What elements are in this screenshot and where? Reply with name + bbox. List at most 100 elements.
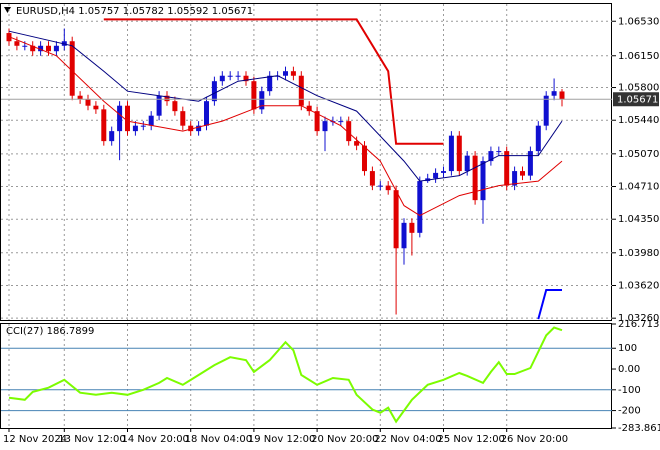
candle-body [109,131,115,142]
candle-body [211,81,217,102]
x-tick-label: 14 Nov 20:00 [122,434,189,445]
last-price-box [613,92,659,107]
candle-body [156,95,162,116]
candle-body [543,95,549,126]
candle-body [22,45,28,47]
cci-frame [0,323,612,429]
candle-body [417,181,423,233]
candle-body [101,109,107,142]
candle-body [148,115,154,126]
price-frame [0,3,612,321]
candle-body [125,105,130,132]
candle-body [346,121,352,142]
candle-body [377,185,383,187]
y-tick-label: 1.03980 [618,248,659,259]
y-tick-label: -200 [618,406,641,417]
candle-body [362,145,367,172]
candle-body [512,171,518,186]
candle-body [85,99,91,106]
y-tick-label: 100 [618,343,637,354]
x-tick-label: 18 Nov 04:00 [185,434,252,445]
candle-body [164,95,170,102]
candle-body [259,91,265,110]
candle-body [14,41,20,46]
candle-body [204,101,209,126]
x-tick-label: 25 Nov 12:00 [438,434,505,445]
candle-body [369,171,375,186]
candle-body [93,105,99,110]
candle-body [322,121,328,132]
y-tick-label: 0.00 [618,364,640,375]
y-tick-label: 1.05440 [618,115,659,126]
candle-body [480,161,486,201]
candle-body [298,75,304,106]
candle-body [251,81,257,110]
candle-body [448,135,454,172]
x-tick-label: 19 Nov 12:00 [248,434,315,445]
candle-body [385,185,391,191]
y-tick-label: 1.06150 [618,51,659,62]
candle-body [456,135,462,172]
y-tick-label: -283.8618 [618,423,660,434]
x-tick-label: 26 Nov 20:00 [501,434,568,445]
candle-body [235,75,241,77]
x-tick-label: 13 Nov 12:00 [58,434,125,445]
candle-body [140,125,146,127]
candle-body [488,151,494,162]
candle-body [496,151,502,153]
candle-body [393,190,399,249]
candle-body [290,71,296,76]
x-tick-label: 20 Nov 20:00 [311,434,378,445]
candle-body [30,45,36,52]
candle-body [314,111,320,132]
symbol-icon [4,7,11,13]
chart-title: EURUSD,H4 1.05757 1.05782 1.05592 1.0567… [16,6,253,17]
candle-body [172,101,178,112]
candle-body [441,171,446,173]
x-tick-label: 12 Nov 2024 [3,434,67,445]
candle-body [409,222,415,233]
y-tick-label: 1.04710 [618,182,659,193]
last-price-label: 1.05671 [617,94,658,105]
candle-body [504,151,510,186]
cci-line [8,326,563,424]
indicator-line [537,289,562,320]
candle-body [38,45,44,52]
y-tick-label: 1.05800 [618,83,659,94]
candle-body [338,121,344,123]
candle-body [267,75,273,92]
candle-body [559,91,565,100]
candle-body [219,75,225,82]
candle-body [196,125,202,132]
candle-body [180,111,186,126]
candle-body [132,125,138,132]
indicator-line [103,18,444,145]
candle-body [520,171,525,176]
candle-body [527,151,533,176]
candle-body [46,45,51,52]
y-tick-label: 1.03260 [618,313,659,324]
candle-body [117,105,123,132]
candle-body [243,75,249,82]
indicator-line [8,36,563,217]
y-tick-label: 1.04350 [618,214,659,225]
y-tick-label: 1.05070 [618,149,659,160]
candle-body [535,125,541,152]
candle-body [354,141,360,146]
cci-title: CCI(27) 186.7899 [6,326,94,337]
y-tick-label: 1.06530 [618,16,659,27]
candle-body [551,91,557,96]
candle-body [188,125,194,132]
candle-body [53,45,59,52]
candle-body [227,75,233,77]
candle-body [306,105,312,112]
candle-body [283,71,288,76]
candle-body [401,222,407,249]
indicator-line [8,30,563,182]
candle-body [77,95,83,100]
candle-body [472,155,478,201]
candle-body [433,172,439,179]
